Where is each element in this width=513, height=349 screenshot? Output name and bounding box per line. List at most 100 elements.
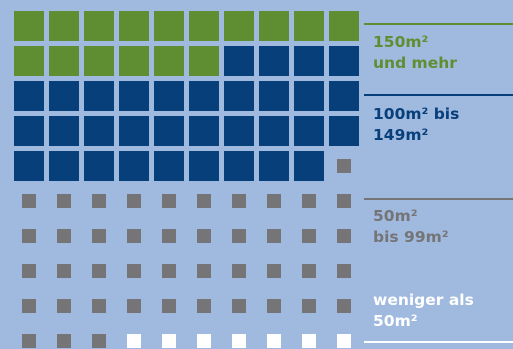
- waffle-cell: [197, 194, 211, 208]
- waffle-cell: [92, 229, 106, 243]
- waffle-cell: [49, 11, 79, 41]
- waffle-cell: [119, 11, 149, 41]
- waffle-cell: [197, 229, 211, 243]
- waffle-cell: [337, 159, 351, 173]
- waffle-cell: [119, 46, 149, 76]
- waffle-cell: [92, 264, 106, 278]
- waffle-cell: [162, 194, 176, 208]
- waffle-cell: [189, 116, 219, 146]
- legend-label-50-99: 50m² bis 99m²: [373, 207, 449, 246]
- waffle-cell: [302, 334, 316, 348]
- waffle-cell: [84, 151, 114, 181]
- waffle-cell: [57, 264, 71, 278]
- waffle-cell: [49, 46, 79, 76]
- waffle-cell: [232, 334, 246, 348]
- waffle-cell: [329, 81, 359, 111]
- waffle-cell: [294, 11, 324, 41]
- waffle-cell: [119, 151, 149, 181]
- waffle-cell: [84, 81, 114, 111]
- waffle-cell: [267, 229, 281, 243]
- waffle-cell: [57, 229, 71, 243]
- waffle-cell: [22, 229, 36, 243]
- waffle-cell: [224, 116, 254, 146]
- waffle-cell: [224, 81, 254, 111]
- waffle-cell: [197, 334, 211, 348]
- waffle-cell: [154, 46, 184, 76]
- waffle-cell: [259, 151, 289, 181]
- waffle-cell: [154, 11, 184, 41]
- waffle-cell: [14, 81, 44, 111]
- waffle-cell: [119, 116, 149, 146]
- waffle-cell: [294, 46, 324, 76]
- waffle-cell: [224, 151, 254, 181]
- waffle-cell: [92, 299, 106, 313]
- waffle-cell: [302, 264, 316, 278]
- waffle-cell: [329, 116, 359, 146]
- waffle-cell: [92, 334, 106, 348]
- waffle-cell: [154, 151, 184, 181]
- waffle-cell: [232, 299, 246, 313]
- waffle-cell: [14, 46, 44, 76]
- legend-line-gray: [364, 198, 513, 200]
- waffle-cell: [337, 334, 351, 348]
- legend-line-navy: [364, 94, 513, 96]
- waffle-cell: [57, 299, 71, 313]
- waffle-cell: [57, 334, 71, 348]
- waffle-cell: [154, 81, 184, 111]
- waffle-cell: [14, 116, 44, 146]
- waffle-cell: [22, 334, 36, 348]
- waffle-cell: [329, 11, 359, 41]
- waffle-cell: [189, 11, 219, 41]
- legend-line-white: [364, 341, 513, 343]
- waffle-cell: [302, 299, 316, 313]
- waffle-cell: [22, 299, 36, 313]
- waffle-cell: [232, 264, 246, 278]
- waffle-cell: [267, 334, 281, 348]
- waffle-cell: [259, 11, 289, 41]
- waffle-cell: [127, 334, 141, 348]
- waffle-cell: [232, 194, 246, 208]
- waffle-cell: [337, 229, 351, 243]
- waffle-cell: [267, 194, 281, 208]
- waffle-cell: [127, 264, 141, 278]
- waffle-cell: [14, 151, 44, 181]
- waffle-cell: [197, 299, 211, 313]
- waffle-cell: [57, 194, 71, 208]
- waffle-cell: [127, 299, 141, 313]
- legend-line-green: [364, 23, 513, 25]
- waffle-cell: [337, 299, 351, 313]
- waffle-cell: [337, 194, 351, 208]
- waffle-cell: [329, 46, 359, 76]
- waffle-cell: [189, 46, 219, 76]
- waffle-cell: [127, 194, 141, 208]
- waffle-cell: [84, 46, 114, 76]
- waffle-cell: [14, 11, 44, 41]
- waffle-cell: [92, 194, 106, 208]
- waffle-cell: [119, 81, 149, 111]
- waffle-cell: [189, 151, 219, 181]
- waffle-cell: [259, 81, 289, 111]
- waffle-cell: [154, 116, 184, 146]
- waffle-cell: [22, 264, 36, 278]
- waffle-cell: [84, 116, 114, 146]
- waffle-cell: [49, 81, 79, 111]
- waffle-cell: [224, 11, 254, 41]
- waffle-cell: [162, 334, 176, 348]
- waffle-cell: [162, 264, 176, 278]
- waffle-cell: [84, 11, 114, 41]
- waffle-cell: [189, 81, 219, 111]
- waffle-cell: [294, 116, 324, 146]
- waffle-cell: [224, 46, 254, 76]
- waffle-cell: [337, 264, 351, 278]
- waffle-cell: [294, 151, 324, 181]
- legend-label-150-plus: 150m² und mehr: [373, 33, 457, 72]
- waffle-cell: [49, 116, 79, 146]
- waffle-cell: [267, 299, 281, 313]
- waffle-cell: [197, 264, 211, 278]
- waffle-cell: [162, 299, 176, 313]
- waffle-cell: [259, 46, 289, 76]
- waffle-cell: [259, 116, 289, 146]
- waffle-cell: [127, 229, 141, 243]
- legend-label-100-149: 100m² bis 149m²: [373, 105, 460, 144]
